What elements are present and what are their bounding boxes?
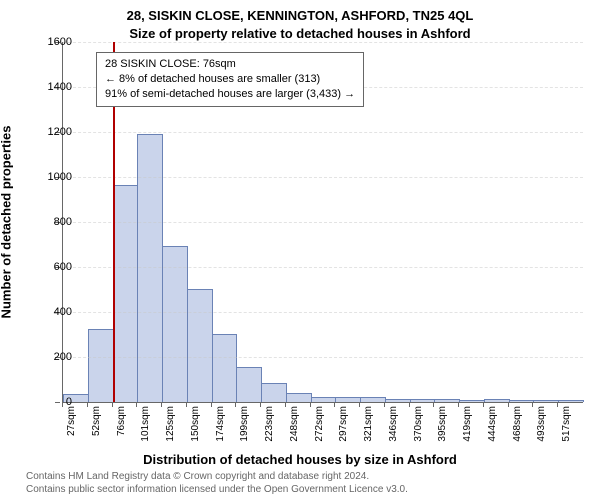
- y-tick-label: 600: [12, 261, 72, 273]
- x-tick: [532, 402, 533, 407]
- x-tick: [359, 402, 360, 407]
- histogram-bar: [236, 367, 262, 402]
- y-tick-label: 0: [12, 396, 72, 408]
- x-tick: [285, 402, 286, 407]
- y-tick-label: 1400: [12, 81, 72, 93]
- histogram-bar: [335, 397, 361, 403]
- x-tick: [508, 402, 509, 407]
- x-tick: [161, 402, 162, 407]
- histogram-bar: [484, 399, 510, 402]
- annotation-line1: 28 SISKIN CLOSE: 76sqm: [105, 57, 355, 72]
- y-tick-label: 1600: [12, 36, 72, 48]
- title-line1: 28, SISKIN CLOSE, KENNINGTON, ASHFORD, T…: [0, 8, 600, 23]
- x-tick: [334, 402, 335, 407]
- footer-attribution: Contains HM Land Registry data © Crown c…: [26, 471, 408, 496]
- histogram-bar: [385, 399, 411, 402]
- histogram-bar: [509, 400, 535, 402]
- histogram-bar: [558, 400, 584, 402]
- histogram-bar: [261, 383, 287, 402]
- x-tick: [112, 402, 113, 407]
- x-tick: [458, 402, 459, 407]
- histogram-bar: [360, 397, 386, 403]
- x-tick: [235, 402, 236, 407]
- gridline: [63, 132, 583, 133]
- x-tick: [310, 402, 311, 407]
- y-tick-label: 200: [12, 351, 72, 363]
- histogram-bar: [286, 393, 312, 402]
- title-line2: Size of property relative to detached ho…: [0, 26, 600, 41]
- x-tick: [62, 402, 63, 407]
- x-tick: [409, 402, 410, 407]
- histogram-bar: [88, 329, 114, 402]
- x-tick: [483, 402, 484, 407]
- x-tick: [136, 402, 137, 407]
- x-tick: [260, 402, 261, 407]
- gridline: [63, 42, 583, 43]
- gridline: [63, 267, 583, 268]
- gridline: [63, 357, 583, 358]
- x-tick: [211, 402, 212, 407]
- x-axis-label: Distribution of detached houses by size …: [0, 452, 600, 467]
- annotation-line2: ← 8% of detached houses are smaller (313…: [105, 72, 355, 87]
- histogram-bar: [410, 399, 436, 402]
- y-tick-label: 400: [12, 306, 72, 318]
- histogram-bar: [311, 397, 337, 403]
- footer-line2: Contains public sector information licen…: [26, 484, 408, 497]
- histogram-bar: [533, 400, 559, 402]
- histogram-bar: [162, 246, 188, 402]
- annotation-line3: 91% of semi-detached houses are larger (…: [105, 87, 355, 102]
- histogram-bar: [137, 134, 163, 402]
- histogram-bar: [212, 334, 238, 403]
- y-axis-label: Number of detached properties: [0, 126, 14, 319]
- gridline: [63, 177, 583, 178]
- y-tick-label: 1200: [12, 126, 72, 138]
- x-tick: [557, 402, 558, 407]
- x-tick: [384, 402, 385, 407]
- footer-line1: Contains HM Land Registry data © Crown c…: [26, 471, 408, 484]
- x-tick: [87, 402, 88, 407]
- histogram-bar: [434, 399, 460, 402]
- annotation-box: 28 SISKIN CLOSE: 76sqm ← 8% of detached …: [96, 52, 364, 107]
- gridline: [63, 222, 583, 223]
- histogram-bar: [459, 400, 485, 402]
- x-tick: [186, 402, 187, 407]
- histogram-bar: [113, 185, 139, 402]
- y-tick-label: 800: [12, 216, 72, 228]
- gridline: [63, 312, 583, 313]
- histogram-bar: [187, 289, 213, 403]
- y-tick-label: 1000: [12, 171, 72, 183]
- x-tick: [433, 402, 434, 407]
